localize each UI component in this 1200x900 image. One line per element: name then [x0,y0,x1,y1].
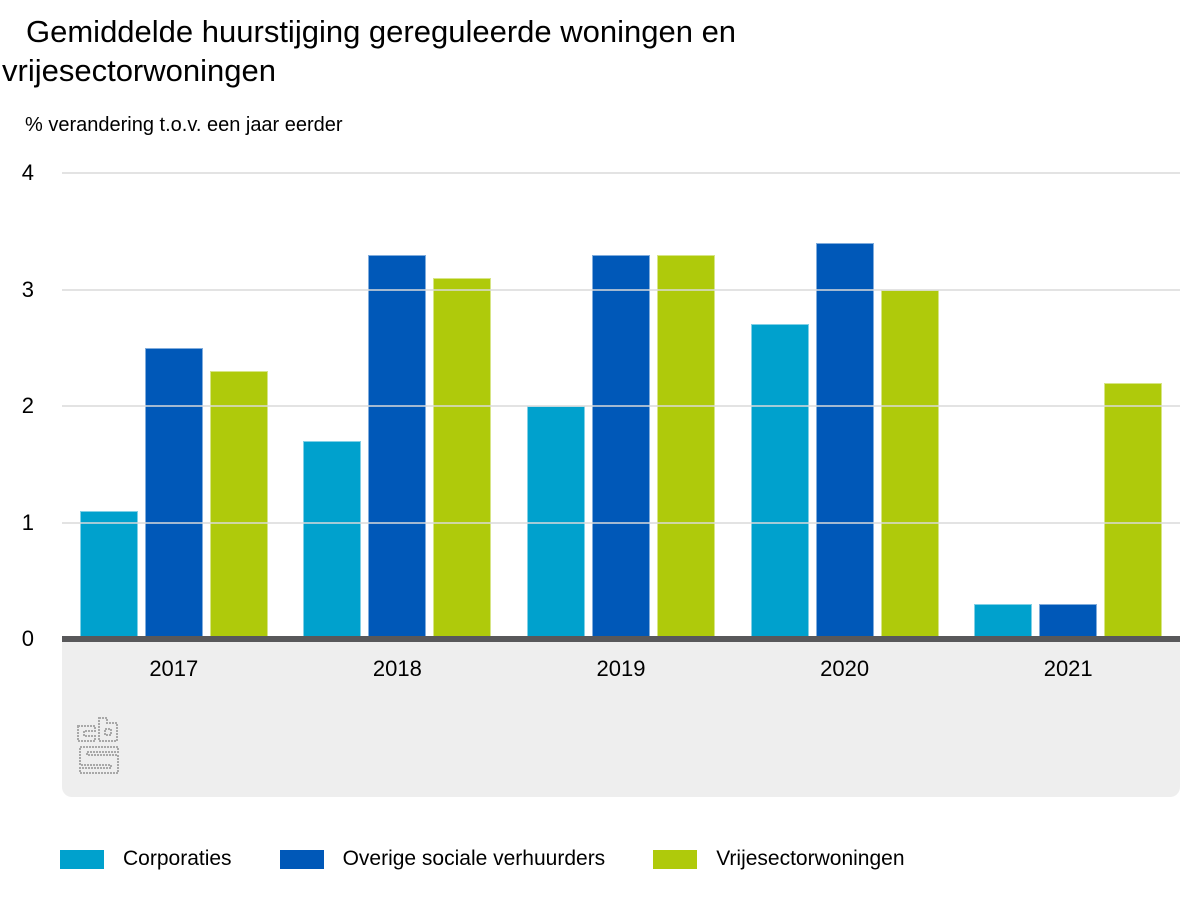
x-axis-band: 2017 2018 2019 2020 2021 [62,642,1180,797]
y-axis-tick-label: 1 [21,509,34,535]
bar-corporaties-2019[interactable] [527,406,585,639]
bar-corporaties-2021[interactable] [974,604,1033,639]
y-axis-tick-label: 2 [21,393,34,418]
bar-overige-sociale-verhuurders-2017[interactable] [144,347,203,639]
legend-item-overige-sociale-verhuurders[interactable]: Overige sociale verhuurders [279,846,606,872]
x-axis-label-2020: 2020 [820,656,870,681]
bar-corporaties-2018[interactable] [303,440,362,639]
legend-label: Corporaties [123,847,232,870]
bar-vrijesectorwoningen-2017[interactable] [209,371,268,639]
bar-vrijesectorwoningen-2019[interactable] [657,254,715,639]
bar-vrijesectorwoningen-2020[interactable] [880,289,939,639]
gridline [62,172,1180,174]
legend-label: Vrijesectorwoningen [716,847,905,870]
x-axis-label-2018: 2018 [372,656,422,681]
cbs-logo-icon [77,717,119,774]
bar-overige-sociale-verhuurders-2019[interactable] [592,254,650,639]
x-axis-label-2021: 2021 [1043,656,1093,681]
legend-label: Overige sociale verhuurders [342,847,606,870]
y-axis-tick-label: 0 [21,626,34,651]
x-axis-label-2019: 2019 [596,656,646,681]
bar-overige-sociale-verhuurders-2021[interactable] [1039,604,1098,639]
bar-corporaties-2020[interactable] [750,324,809,639]
zero-axis-line [62,636,1180,642]
bar-corporaties-2017[interactable] [79,510,138,639]
legend: Corporaties Overige sociale verhuurders Vr… [60,843,905,875]
bar-overige-sociale-verhuurders-2020[interactable] [815,242,874,639]
chart-title: Gemiddelde huurstijging gereguleerde won… [2,14,737,88]
bar-vrijesectorwoningen-2018[interactable] [433,277,492,639]
legend-swatch-icon [60,849,104,869]
plot-area: 2017 2018 2019 2020 2021 0 1 2 3 4 [21,160,1180,797]
x-axis-label-2017: 2017 [149,656,199,681]
bar-overige-sociale-verhuurders-2018[interactable] [368,254,427,639]
legend-item-corporaties[interactable]: Corporaties [60,846,232,872]
legend-swatch-icon [653,849,698,869]
chart-subtitle: % verandering t.o.v. een jaar eerder [25,114,343,136]
y-axis-tick-label: 3 [21,276,34,302]
bar-vrijesectorwoningen-2021[interactable] [1104,382,1163,639]
legend-swatch-icon [279,849,324,869]
legend-item-vrijesectorwoningen[interactable]: Vrijesectorwoningen [653,846,905,872]
y-axis-tick-label: 4 [21,160,34,185]
